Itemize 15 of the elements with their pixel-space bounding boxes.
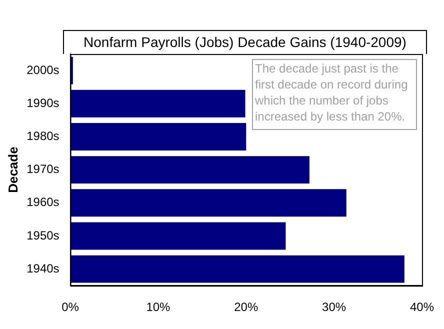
x-tick-label: 10% [146, 300, 171, 314]
y-axis-title: Decade [5, 146, 20, 193]
x-tick-label: 30% [322, 300, 346, 314]
chart-title: Nonfarm Payrolls (Jobs) Decade Gains (1940-2009) [63, 30, 427, 54]
y-tick-label: 1970s [26, 162, 60, 176]
y-tick-label: 1960s [26, 195, 60, 210]
x-tick-label: 40% [410, 300, 434, 314]
y-tick-label: 1950s [26, 228, 60, 242]
y-tick-label: 1940s [26, 261, 60, 276]
y-tick-label: 1990s [26, 96, 60, 110]
x-tick-label: 0% [62, 300, 80, 314]
y-tick-label: 1980s [26, 129, 60, 144]
annotation: The decade just past is the first decade on record during which the number of jobs increased by less than 20%. [254, 61, 408, 124]
y-tick-label: 2000s [26, 62, 60, 77]
x-tick-label: 20% [234, 300, 258, 314]
